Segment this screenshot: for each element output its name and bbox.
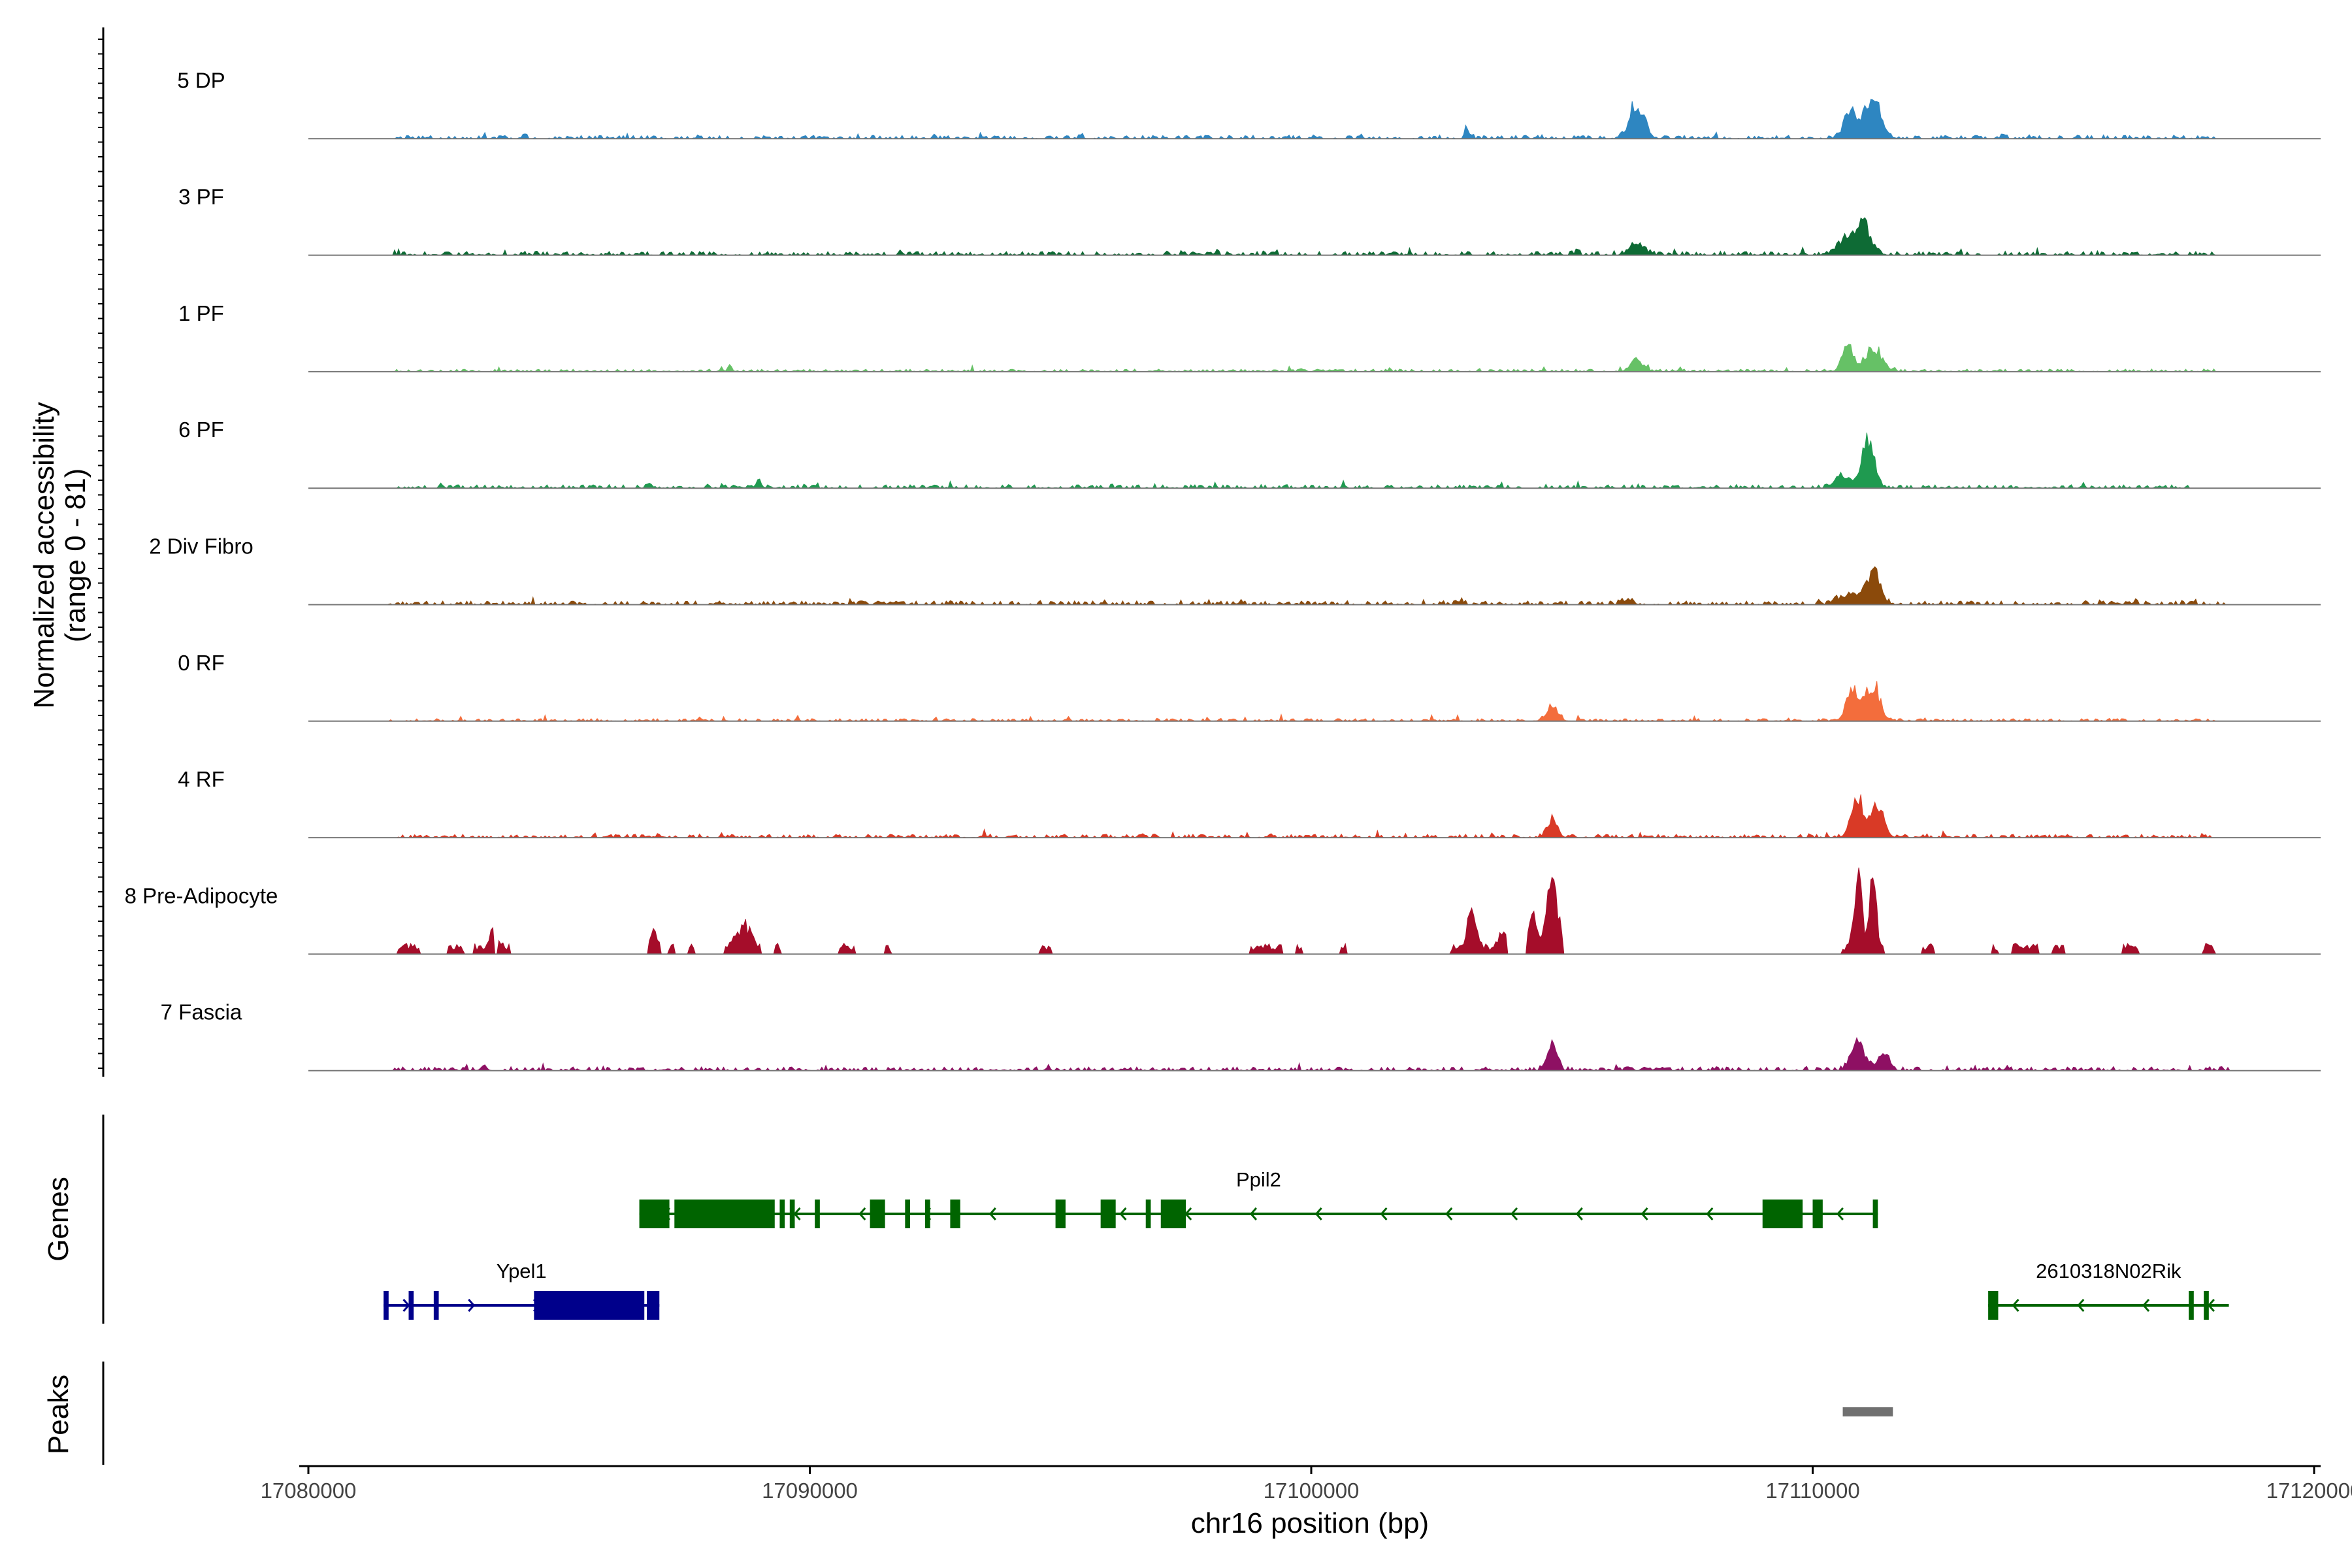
strand-chevron — [1380, 1207, 1388, 1220]
x-tick-label: 17100000 — [1264, 1478, 1360, 1503]
track-4-rf: 4 RF — [178, 767, 2321, 839]
gene-exon — [534, 1291, 645, 1320]
track-6-pf: 6 PF — [178, 417, 2321, 489]
strand-chevron — [1510, 1207, 1518, 1220]
gene-exon — [1812, 1200, 1823, 1228]
coverage-area — [308, 1037, 2314, 1071]
y-axis — [98, 27, 105, 1077]
strand-chevron — [1119, 1207, 1127, 1220]
gene-2610318n02rik: 2610318N02Rik — [1988, 1260, 2229, 1320]
track-label: 3 PF — [178, 185, 224, 209]
track-5-dp: 5 DP — [177, 68, 2321, 140]
track-0-rf: 0 RF — [178, 651, 2321, 722]
track-1-pf: 1 PF — [178, 301, 2321, 372]
x-axis-title: chr16 position (bp) — [1191, 1507, 1429, 1539]
track-label: 4 RF — [178, 767, 225, 791]
gene-annotations: Ppil2 Ypel1 2610318N02Rik — [384, 1168, 2229, 1320]
track-label: 5 DP — [177, 68, 225, 92]
strand-chevron — [1184, 1207, 1192, 1220]
strand-chevron — [2077, 1299, 2085, 1312]
gene-exon — [384, 1291, 389, 1320]
gene-exon — [789, 1200, 795, 1228]
strand-chevron — [1445, 1207, 1453, 1220]
gene-exon — [779, 1200, 785, 1228]
gene-exon — [1762, 1200, 1803, 1228]
gene-exon — [925, 1200, 930, 1228]
gene-exon — [815, 1200, 820, 1228]
gene-exon — [1160, 1200, 1186, 1228]
gene-exon — [1872, 1200, 1878, 1228]
track-label: 0 RF — [178, 651, 225, 675]
track-3-pf: 3 PF — [178, 185, 2321, 256]
y-axis-title-line1: Normalized accessibility — [28, 402, 60, 708]
track-label: 2 Div Fibro — [149, 534, 253, 559]
gene-exon — [639, 1200, 670, 1228]
track-label: 8 Pre-Adipocyte — [125, 883, 278, 907]
x-tick-label: 17120000 — [2266, 1478, 2352, 1503]
strand-chevron — [1836, 1207, 1844, 1220]
strand-chevron — [1706, 1207, 1714, 1220]
gene-exon — [433, 1291, 439, 1320]
y-axis-title-line2: (range 0 - 81) — [59, 468, 91, 643]
gene-exon — [2204, 1291, 2209, 1320]
x-axis-ticks: 17080000 17090000 17100000 17110000 17120000 — [261, 1466, 2352, 1503]
gene-label: Ypel1 — [497, 1260, 547, 1282]
coverage-area — [308, 794, 2314, 839]
peak-regions — [1842, 1407, 1893, 1416]
x-tick-label: 17080000 — [261, 1478, 357, 1503]
peaks-panel-label: Peaks — [42, 1375, 74, 1454]
gene-exon — [905, 1200, 910, 1228]
coverage-tracks: 5 DP 3 PF 1 PF 6 PF 2 Div Fibro 0 RF 4 RF 8 Pre… — [125, 68, 2321, 1071]
coverage-area — [308, 433, 2314, 489]
peak-region — [1842, 1407, 1893, 1416]
coverage-area — [308, 566, 2314, 606]
strand-chevron — [468, 1299, 476, 1312]
track-label: 7 Fascia — [161, 1000, 242, 1024]
gene-exon — [1145, 1200, 1151, 1228]
gene-exon — [674, 1200, 775, 1228]
track-8-pre-adipocyte: 8 Pre-Adipocyte — [125, 867, 2321, 955]
genes-panel-label: Genes — [42, 1177, 74, 1262]
coverage-area — [308, 217, 2314, 256]
strand-chevron — [1641, 1207, 1648, 1220]
coverage-area — [308, 867, 2314, 955]
x-tick-label: 17110000 — [1765, 1478, 1859, 1503]
gene-exon — [1055, 1200, 1066, 1228]
strand-chevron — [1249, 1207, 1258, 1220]
gene-ppil2: Ppil2 — [639, 1168, 1878, 1228]
gene-label: Ppil2 — [1236, 1168, 1281, 1191]
coverage-area — [308, 344, 2314, 372]
strand-chevron — [1315, 1207, 1322, 1220]
strand-chevron — [2142, 1299, 2150, 1312]
strand-chevron — [1575, 1207, 1583, 1220]
gene-exon — [408, 1291, 414, 1320]
strand-chevron — [858, 1207, 866, 1220]
track-label: 1 PF — [178, 301, 224, 325]
coverage-area — [308, 681, 2314, 722]
strand-chevron — [2012, 1299, 2019, 1312]
coverage-area — [308, 99, 2314, 140]
gene-exon — [1988, 1291, 1999, 1320]
gene-ypel1: Ypel1 — [384, 1260, 660, 1320]
gene-exon — [1100, 1200, 1116, 1228]
gene-exon — [647, 1291, 660, 1320]
gene-exon — [2189, 1291, 2194, 1320]
x-tick-label: 17090000 — [762, 1478, 858, 1503]
strand-chevron — [988, 1207, 996, 1220]
track-7-fascia: 7 Fascia — [161, 1000, 2321, 1071]
gene-exon — [870, 1200, 885, 1228]
track-label: 6 PF — [178, 417, 224, 442]
track-2-div-fibro: 2 Div Fibro — [149, 534, 2321, 606]
gene-exon — [950, 1200, 960, 1228]
gene-label: 2610318N02Rik — [2036, 1260, 2181, 1282]
